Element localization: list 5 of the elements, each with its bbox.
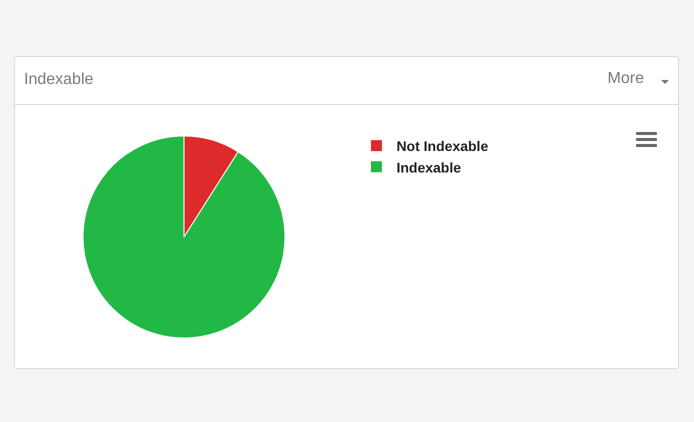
text: More [608,70,644,87]
legend-label: Not Indexable [396,138,488,154]
pie-slice [82,136,286,338]
chart-title: Indexable [24,70,94,90]
legend-label: Indexable [396,159,462,176]
